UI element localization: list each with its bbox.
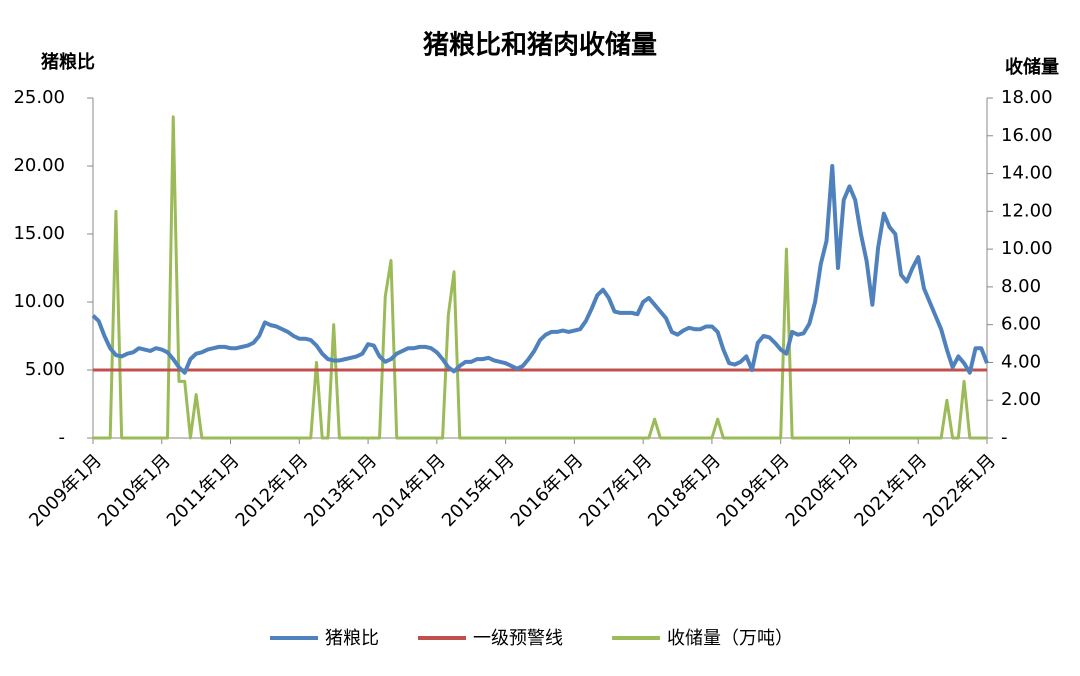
y-tick-label: 5.00 <box>25 359 65 380</box>
x-tick-label: 2012年1月 <box>232 450 313 531</box>
y2-tick-label: 18.00 <box>1001 87 1053 108</box>
y2-axis-title: 收储量 <box>1005 56 1059 78</box>
y-axis-title: 猪粮比 <box>40 51 95 73</box>
chart-title: 猪粮比和猪肉收储量 <box>423 30 657 61</box>
x-tick-label: 2020年1月 <box>782 450 863 531</box>
x-tick-label: 2021年1月 <box>851 450 932 531</box>
x-tick-label: 2019年1月 <box>713 450 794 531</box>
x-tick-label: 2011年1月 <box>163 450 244 531</box>
y2-tick-label: 10.00 <box>1001 238 1053 259</box>
y2-tick-label: 6.00 <box>1001 314 1041 335</box>
y2-tick-label: - <box>1001 427 1008 448</box>
series-line <box>93 115 987 440</box>
x-tick-label: 2015年1月 <box>438 450 519 531</box>
x-tick-label: 2010年1月 <box>94 450 175 531</box>
y-tick-label: 20.00 <box>13 155 65 176</box>
y2-tick-label: 2.00 <box>1001 389 1041 410</box>
x-tick-label: 2018年1月 <box>644 450 725 531</box>
x-tick-label: 2017年1月 <box>575 450 656 531</box>
legend-label: 一级预警线 <box>473 628 563 649</box>
y-tick-label: 15.00 <box>13 223 65 244</box>
legend-label: 收储量（万吨） <box>667 628 793 649</box>
y2-tick-label: 12.00 <box>1001 200 1053 221</box>
x-tick-label: 2013年1月 <box>300 450 381 531</box>
x-tick-label: 2014年1月 <box>369 450 450 531</box>
y-tick-label: 25.00 <box>13 87 65 108</box>
x-tick-label: 2022年1月 <box>919 450 1000 531</box>
y2-tick-label: 4.00 <box>1001 351 1041 372</box>
y2-tick-label: 14.00 <box>1001 163 1053 184</box>
y-tick-label: 10.00 <box>13 291 65 312</box>
x-tick-label: 2016年1月 <box>507 450 588 531</box>
x-tick-label: 2009年1月 <box>25 450 106 531</box>
y-tick-label: - <box>59 427 66 448</box>
legend-label: 猪粮比 <box>325 628 379 649</box>
y2-tick-label: 8.00 <box>1001 276 1041 297</box>
series-line <box>91 164 989 375</box>
y2-tick-label: 16.00 <box>1001 125 1053 146</box>
